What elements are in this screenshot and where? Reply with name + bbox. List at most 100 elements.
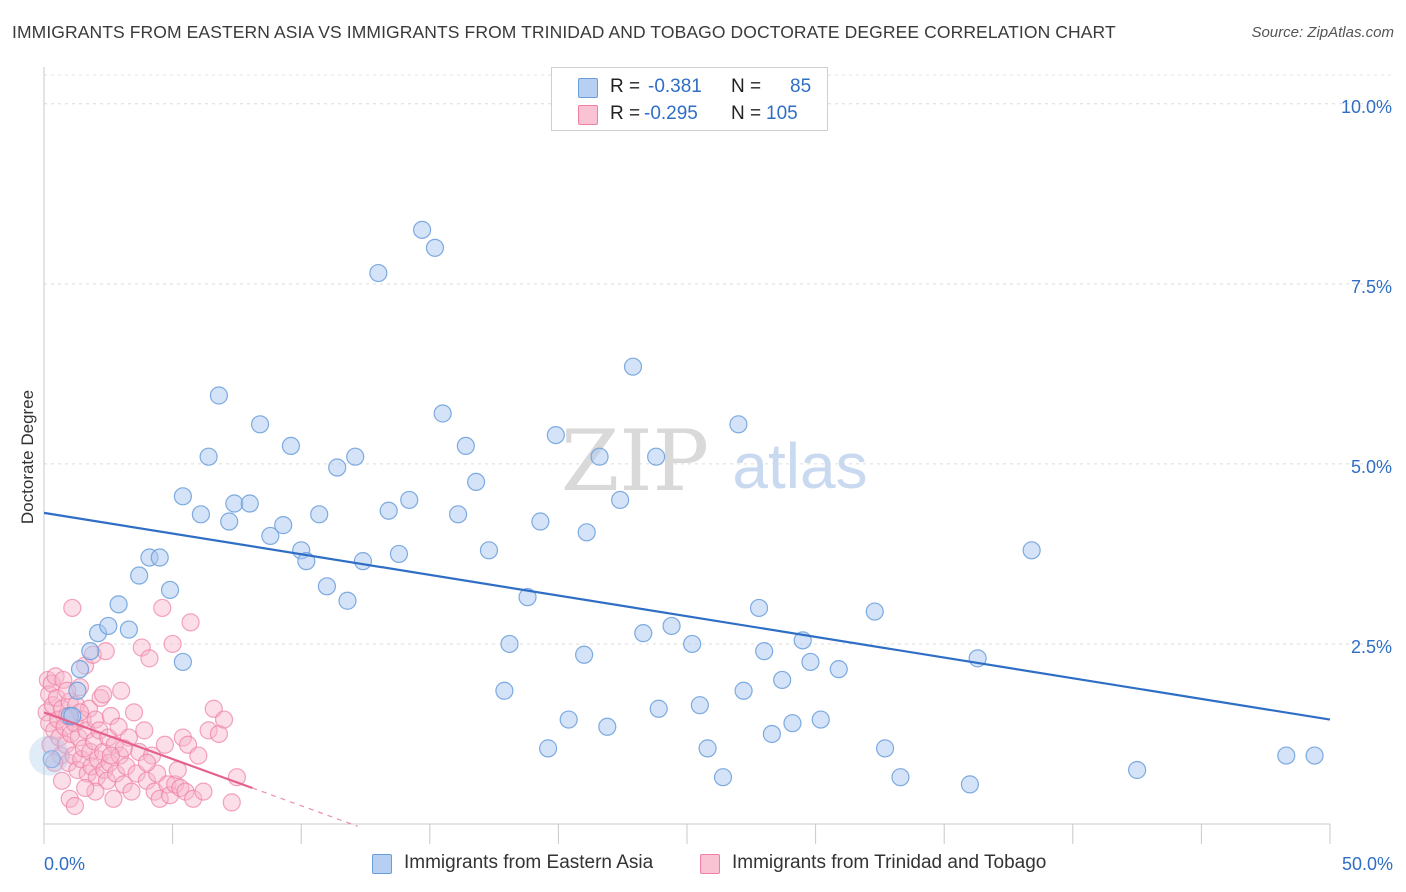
blue-point [173, 652, 192, 672]
legend-r-value: -0.381 [648, 76, 702, 97]
blue-point [539, 739, 558, 758]
pink-point [181, 613, 200, 632]
blue-point [400, 490, 419, 510]
pink-point [163, 634, 182, 654]
pink-point [150, 789, 169, 808]
blue-point [150, 548, 169, 567]
blue-point [875, 739, 895, 758]
pink-point [81, 742, 100, 762]
blue-point [1277, 746, 1296, 765]
axes [43, 67, 1331, 844]
blue-point [199, 447, 218, 466]
pink-point [160, 786, 180, 805]
pink-point [124, 703, 144, 722]
blue-point [734, 681, 753, 700]
watermark-zip: ZIP [561, 412, 709, 510]
pink-point [112, 681, 131, 700]
pink-point [86, 782, 105, 801]
pink-point [50, 728, 69, 747]
pink-point [86, 710, 105, 729]
blue-point [531, 512, 550, 531]
blue-point [412, 220, 432, 239]
pink-point [101, 746, 120, 765]
pink-point [117, 757, 136, 776]
y-tick-label: 7.5% [1351, 277, 1392, 297]
blue-point [261, 526, 280, 546]
blue-point [649, 699, 668, 718]
blue-point [1022, 541, 1041, 560]
bottom-legend-swatch-pink [700, 854, 720, 874]
legend-n-value: 105 [766, 103, 798, 124]
blue-point [328, 458, 347, 477]
pink-point [140, 649, 159, 668]
blue-point [575, 645, 594, 664]
blue-point [240, 494, 259, 513]
blue-point [755, 642, 774, 661]
legend-n-label: N = [731, 103, 762, 124]
trendlines [43, 511, 1331, 827]
blue-point [749, 598, 769, 618]
blue-point [99, 616, 118, 636]
watermark-atlas: atlas [732, 430, 867, 502]
blue-point [729, 415, 748, 434]
blue-point [773, 670, 792, 690]
pink-point [153, 598, 172, 618]
blue-point [225, 494, 244, 513]
pink-point [122, 782, 141, 801]
blue-point [425, 238, 445, 257]
blue-point [683, 634, 702, 654]
legend-n-value: 85 [790, 76, 812, 97]
blue-point [338, 591, 357, 610]
y-tick-label: 2.5% [1351, 637, 1392, 657]
pink-point [214, 710, 234, 729]
pink-point [171, 778, 190, 798]
blue-point [783, 714, 802, 733]
pink-point [137, 753, 156, 772]
pink-point [87, 768, 106, 787]
chart-title: IMMIGRANTS FROM EASTERN ASIA VS IMMIGRAN… [12, 22, 1116, 42]
bottom-legend: Immigrants from Eastern Asia Immigrants … [0, 852, 1406, 878]
watermark: ZIP atlas [561, 412, 868, 510]
blue-point [829, 660, 848, 679]
blue-point [389, 544, 409, 564]
blue-point [310, 505, 329, 524]
blue-point [130, 566, 149, 585]
pink-point [222, 793, 241, 812]
pink-point [114, 775, 133, 794]
blue-point [42, 750, 61, 769]
pink-point [94, 685, 113, 704]
blue-point [495, 681, 514, 700]
x-tick-label: 0.0% [44, 854, 85, 874]
y-tick-label: 5.0% [1351, 457, 1392, 477]
blue-point [433, 404, 452, 423]
blue-point [466, 472, 486, 492]
blue-point [297, 552, 316, 571]
blue-point [379, 501, 398, 520]
pink-point [176, 782, 195, 801]
blue-point-cluster [29, 735, 70, 776]
blue-point [577, 523, 596, 542]
pink-point [194, 782, 213, 801]
pink-point [96, 642, 115, 661]
blue-point [346, 447, 365, 466]
blue-point [220, 512, 239, 531]
blue-point [590, 447, 609, 466]
blue-point [713, 768, 733, 787]
blue-point [353, 552, 373, 571]
blue-point [448, 505, 468, 524]
pink-point [104, 789, 123, 808]
blue-point [865, 602, 884, 621]
blue-point [634, 624, 653, 643]
bottom-legend-label: Immigrants from Trinidad and Tobago [732, 852, 1047, 873]
blue-point [456, 436, 475, 455]
y-tick-label: 10.0% [1341, 97, 1392, 117]
pink-point [52, 771, 72, 790]
blue-point [811, 710, 830, 729]
legend-r-label: R = [610, 76, 641, 97]
blue-point [960, 775, 980, 794]
pink-point [76, 778, 95, 798]
pink-point [68, 760, 87, 780]
blue-point [317, 577, 337, 596]
blue-trendline [43, 511, 1331, 721]
